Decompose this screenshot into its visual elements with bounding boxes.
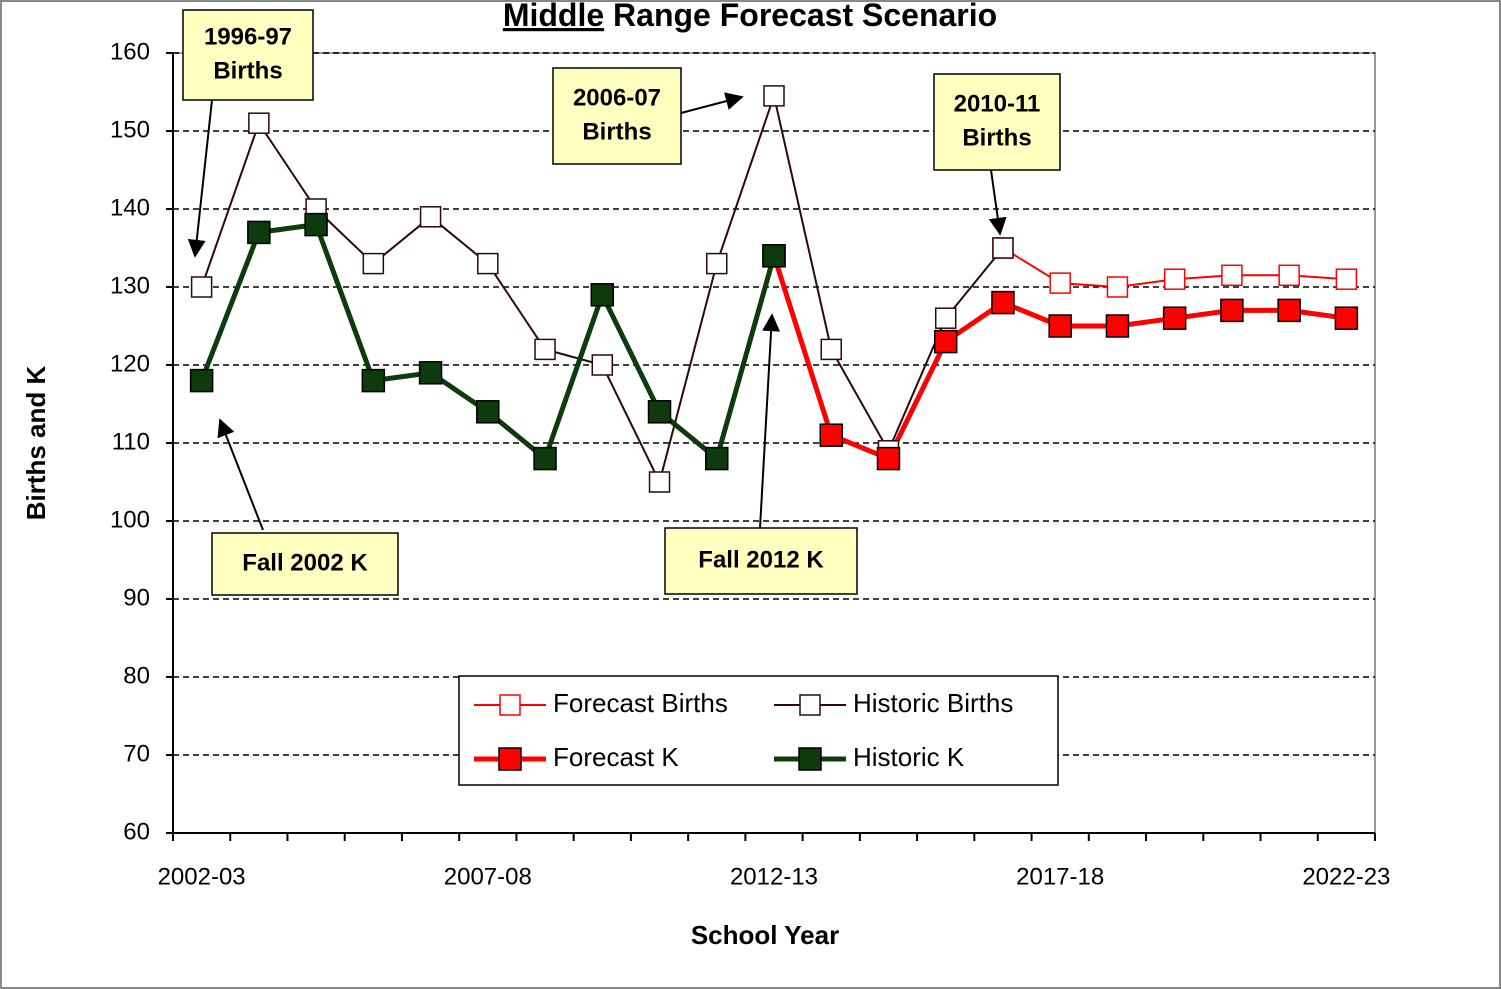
data-point xyxy=(819,423,843,447)
data-point xyxy=(590,283,615,307)
y-tick-label: 100 xyxy=(110,506,150,533)
data-point xyxy=(304,212,328,237)
annotation-box xyxy=(933,73,1061,171)
y-tick-label: 130 xyxy=(110,272,150,299)
data-point xyxy=(647,400,672,424)
y-tick-label: 150 xyxy=(110,116,150,143)
legend-marker xyxy=(799,694,821,716)
legend: Forecast Births Historic Births Forecast K… xyxy=(458,675,1059,786)
y-tick-label: 90 xyxy=(123,584,150,611)
annotation-arrow xyxy=(680,92,744,114)
data-point xyxy=(648,471,671,493)
data-point xyxy=(247,220,271,245)
data-point xyxy=(476,400,500,424)
data-point xyxy=(361,368,386,393)
y-axis-label: Births and K xyxy=(21,366,51,521)
annotation-text: 2010-11 xyxy=(954,90,1041,117)
data-point xyxy=(418,361,443,385)
data-point xyxy=(706,252,728,275)
x-tick-label: 2007-08 xyxy=(444,863,532,890)
data-point xyxy=(1335,268,1358,290)
data-point xyxy=(820,338,842,361)
y-tick-label: 120 xyxy=(110,350,150,377)
x-axis-label: School Year xyxy=(691,920,839,950)
x-tick-label: 2022-23 xyxy=(1302,863,1390,890)
data-point xyxy=(362,252,385,275)
data-point xyxy=(763,85,785,107)
annotation-box xyxy=(664,527,858,595)
x-tick-label: 2002-03 xyxy=(158,863,246,890)
data-point xyxy=(190,276,213,298)
data-point xyxy=(534,338,556,361)
data-point xyxy=(1278,264,1300,287)
y-tick-label: 110 xyxy=(112,428,150,455)
legend-label: Forecast K xyxy=(553,742,679,772)
legend-box xyxy=(458,675,1059,786)
annotation-text: 1996-97 xyxy=(204,23,292,50)
data-point xyxy=(1162,306,1187,330)
data-point xyxy=(1220,298,1244,323)
legend-marker xyxy=(499,694,521,716)
annotation-box xyxy=(211,532,399,596)
data-point xyxy=(1221,264,1243,287)
legend-label: Historic K xyxy=(853,742,965,772)
data-point xyxy=(248,112,270,134)
data-point xyxy=(419,206,442,228)
annotation-box xyxy=(182,9,314,101)
data-point xyxy=(189,368,214,393)
annotation-box xyxy=(552,67,682,165)
annotation-arrow xyxy=(988,169,1007,236)
data-point xyxy=(1106,276,1129,298)
annotation-arrow xyxy=(759,313,781,529)
annotation-text: Fall 2002 K xyxy=(242,549,368,576)
x-tick-label: 2012-13 xyxy=(730,863,818,890)
x-tick-label: 2017-18 xyxy=(1016,863,1104,890)
annotation-text: Births xyxy=(582,118,651,145)
data-point xyxy=(1334,306,1359,330)
legend-label: Historic Births xyxy=(853,688,1013,718)
data-point xyxy=(1105,314,1130,338)
data-point xyxy=(933,329,958,354)
data-point xyxy=(591,354,614,376)
annotation-arrow xyxy=(187,99,213,258)
annotation-text: Births xyxy=(213,57,282,84)
annotation-text: Fall 2012 K xyxy=(698,546,824,573)
y-tick-label: 80 xyxy=(123,662,150,689)
data-point xyxy=(876,446,901,471)
annotation-text: 2006-07 xyxy=(573,84,661,111)
y-tick-label: 140 xyxy=(110,194,150,221)
annotation-arrow xyxy=(217,418,264,531)
legend-marker xyxy=(498,747,522,771)
data-point xyxy=(1277,298,1301,323)
legend-marker xyxy=(798,747,822,771)
data-point xyxy=(1163,268,1186,290)
data-point xyxy=(934,307,957,329)
data-point xyxy=(533,446,557,471)
y-tick-label: 70 xyxy=(123,740,150,767)
data-point xyxy=(991,290,1015,315)
data-point xyxy=(705,446,729,471)
data-point xyxy=(477,252,499,275)
chart-title: Middle Range Forecast Scenario xyxy=(503,0,997,33)
data-point xyxy=(762,244,786,268)
annotation-text: Births xyxy=(962,124,1031,151)
data-point xyxy=(992,237,1014,259)
y-tick-label: 160 xyxy=(110,38,150,65)
data-point xyxy=(1048,314,1072,338)
legend-label: Forecast Births xyxy=(553,688,728,718)
y-tick-label: 60 xyxy=(123,818,150,845)
data-point xyxy=(1049,272,1071,294)
